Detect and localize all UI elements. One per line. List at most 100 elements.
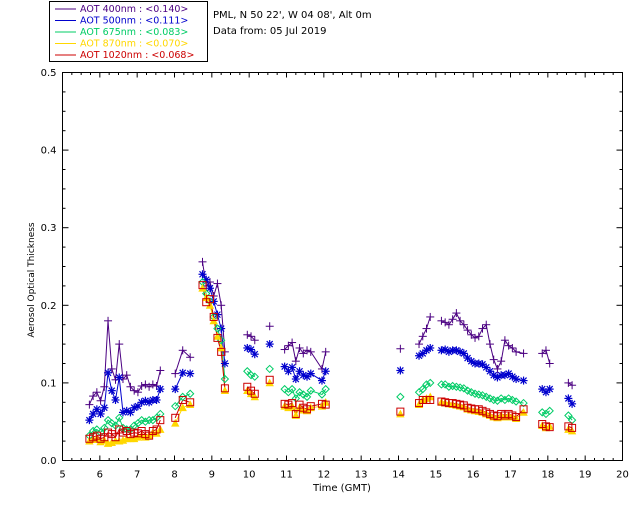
- aot-675nm-point: [396, 392, 405, 402]
- aot-500nm-point: [250, 350, 259, 359]
- aot-675nm-point: [422, 380, 431, 389]
- x-tick-label: 19: [579, 470, 592, 481]
- y-tick-label: 0.5: [41, 68, 57, 79]
- aot-500nm-point: [568, 399, 577, 408]
- aot-675nm-point: [564, 411, 573, 420]
- aot-400nm-point: [437, 316, 446, 325]
- aot-1020nm-point: [426, 395, 435, 404]
- aot-400nm-point: [568, 381, 577, 390]
- aot-675nm-point: [156, 409, 165, 419]
- series-marks: [85, 257, 577, 447]
- aot-675nm-point: [500, 395, 510, 405]
- aot-400nm-point: [243, 330, 252, 339]
- aot-675nm-point: [306, 386, 315, 395]
- aot-675nm-point: [295, 388, 304, 397]
- aot-675nm-point: [545, 406, 554, 416]
- aot-400nm-point: [85, 400, 94, 409]
- aot-870nm-point: [178, 403, 187, 412]
- x-tick-label: 7: [134, 470, 140, 481]
- legend-entry: AOT 1020nm : <0.068>: [80, 50, 194, 61]
- aot-870nm-point: [414, 400, 424, 409]
- aot-675nm-point: [444, 382, 454, 391]
- aot-675nm-point: [440, 380, 450, 389]
- aot-400nm-point: [545, 359, 554, 368]
- aot-1020nm-point: [152, 425, 161, 434]
- aot-400nm-point: [288, 338, 297, 347]
- aot-400nm-point: [178, 346, 187, 355]
- aot-675nm-point: [107, 419, 116, 428]
- y-tick-label: 0.3: [41, 223, 57, 234]
- aot-1020nm-point: [512, 413, 521, 422]
- aot-1020nm-point: [209, 312, 218, 321]
- y-tick-label: 0.2: [41, 301, 57, 312]
- x-tick-label: 20: [616, 470, 629, 481]
- aot-675nm-point: [178, 392, 187, 402]
- aot-870nm-point: [198, 283, 207, 292]
- aot-500nm-point: [243, 343, 252, 352]
- aot-1020nm-point: [545, 423, 554, 432]
- aot-1020nm-point: [198, 281, 207, 290]
- aot-400nm-point: [217, 301, 226, 310]
- aot-500nm-point: [564, 394, 573, 403]
- aot-675nm-line: [441, 384, 524, 404]
- x-tick-label: 12: [317, 470, 330, 481]
- aot-400nm-point: [137, 382, 146, 391]
- aot-675nm-point: [519, 398, 528, 408]
- legend-entry: AOT 675nm : <0.083>: [80, 27, 188, 38]
- aot-1020nm-line: [284, 402, 326, 416]
- aot-500nm-point: [545, 385, 554, 394]
- aot-675nm-point: [141, 417, 150, 426]
- aot-870nm-point: [396, 409, 405, 418]
- aot-400nm-point: [148, 380, 157, 389]
- aot-1020nm-point: [111, 433, 120, 442]
- aot-500nm-point: [178, 368, 187, 377]
- aot-400nm-point: [130, 386, 139, 395]
- aot-400nm-point: [459, 320, 468, 329]
- aot-675nm-point: [321, 384, 330, 394]
- aot-500nm-point: [96, 409, 105, 418]
- aot-500nm-point: [107, 386, 116, 395]
- aot-870nm-point: [216, 343, 226, 352]
- aot-675nm-point: [426, 378, 435, 388]
- aot-400nm-point: [482, 320, 491, 329]
- aot-1020nm-point: [306, 402, 315, 411]
- aot-400nm-point: [512, 347, 521, 356]
- y-axis-label: Aerosol Optical Thickness: [27, 222, 37, 338]
- aot-500nm-point: [247, 345, 256, 354]
- aot-400nm-point: [321, 347, 330, 356]
- aot-870nm-point: [171, 418, 180, 427]
- aot-400nm-point: [213, 279, 222, 288]
- aot-400nm-point: [122, 371, 131, 380]
- aot-400nm-point: [471, 333, 480, 342]
- aot-400nm-point: [500, 336, 509, 345]
- aot-675nm-point: [459, 384, 469, 393]
- aot-1020nm-point: [186, 398, 195, 407]
- aot-400nm-point: [295, 343, 304, 352]
- x-tick-label: 9: [209, 470, 215, 481]
- aot-500nm-point: [512, 375, 521, 384]
- aot-675nm-point: [148, 415, 158, 425]
- aot-400nm-point: [107, 364, 116, 373]
- aot-500nm-point: [396, 366, 405, 375]
- aot-675nm-point: [115, 413, 124, 423]
- aot-870nm-point: [250, 392, 259, 401]
- aot-400nm-point: [485, 340, 494, 349]
- aot-500nm-point: [85, 416, 94, 425]
- aot-400nm-point: [104, 316, 113, 325]
- aot-400nm-point: [422, 324, 431, 333]
- aot-400nm-point: [396, 344, 405, 353]
- aot-400nm-line: [441, 312, 524, 371]
- aot-400nm-point: [444, 320, 453, 329]
- aot-675nm-point: [437, 380, 446, 389]
- y-tick-label: 0.0: [41, 456, 57, 467]
- y-tick-label: 0.1: [41, 378, 57, 389]
- aot-400nm-point: [418, 332, 427, 341]
- aot-500nm-point: [426, 343, 435, 352]
- legend-entry: AOT 870nm : <0.070>: [80, 39, 188, 50]
- aot-400nm-point: [247, 332, 256, 341]
- aot-870nm-point: [265, 378, 274, 387]
- x-tick-label: 14: [392, 470, 405, 481]
- aot-400nm-point: [508, 343, 517, 352]
- y-tick-label: 0.4: [41, 146, 57, 157]
